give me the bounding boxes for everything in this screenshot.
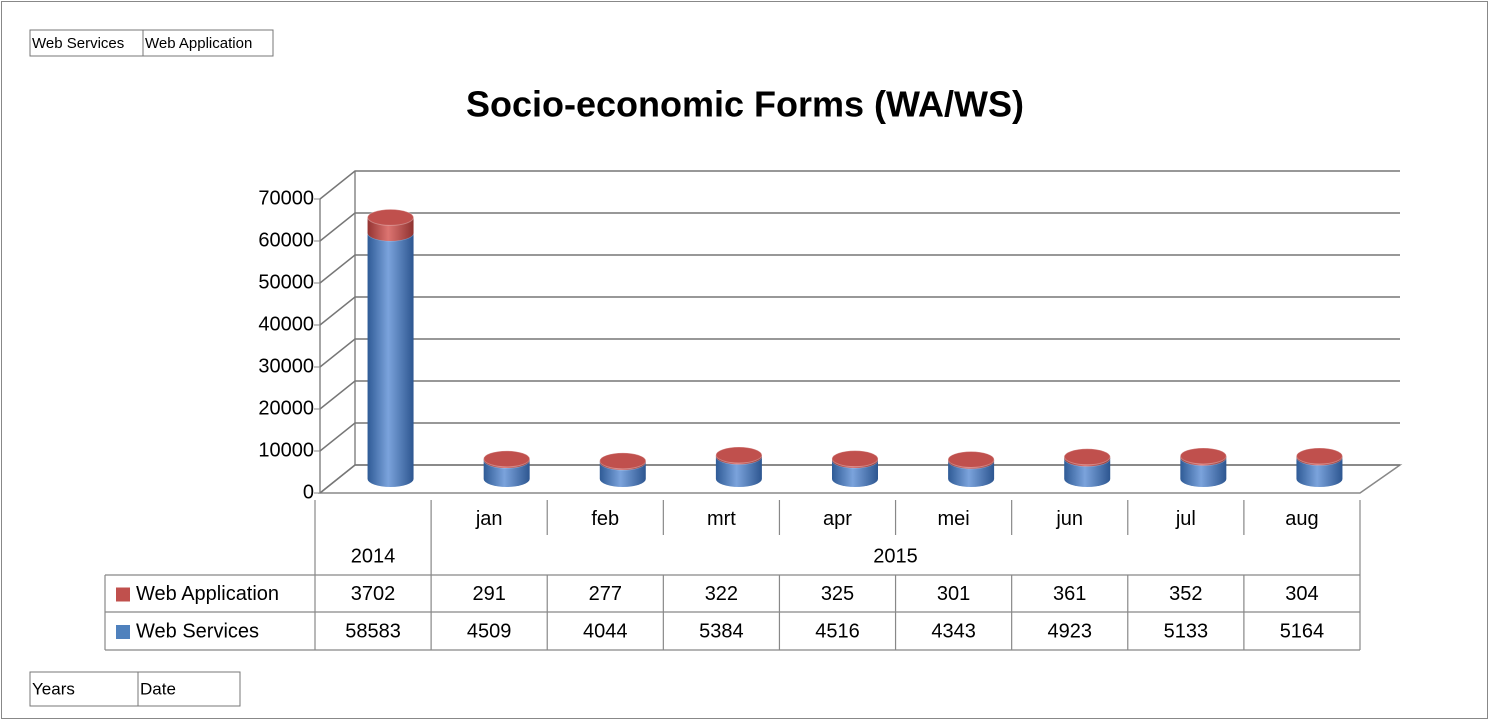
table-value: 325: [821, 583, 854, 605]
grid-line: [319, 212, 1400, 242]
category-label: mei: [937, 508, 969, 530]
y-tick-label: 20000: [258, 397, 314, 419]
category-label: jan: [475, 508, 503, 530]
chart-title: Socio-economic Forms (WA/WS): [466, 84, 1024, 125]
grid-line: [319, 170, 1400, 200]
table-value: 5164: [1280, 620, 1325, 642]
table-value: 5133: [1164, 620, 1209, 642]
cylinder-segment: [947, 450, 995, 469]
cylinder-segment: [715, 446, 763, 465]
field-button-label: Years: [32, 679, 75, 698]
cylinder-segment: [1063, 448, 1111, 467]
cylinder-top: [1179, 447, 1227, 465]
cylinder-top: [1295, 447, 1343, 465]
category-label: jun: [1055, 508, 1083, 530]
category-label: feb: [591, 508, 619, 530]
y-tick-label: 70000: [258, 187, 314, 209]
grid-line: [319, 380, 1400, 410]
table-value: 4516: [815, 620, 860, 642]
grid-line: [319, 464, 1400, 494]
group-label: 2014: [351, 545, 396, 567]
cylinder-body: [1180, 457, 1227, 487]
cylinder-top: [599, 452, 647, 470]
grid-line: [319, 296, 1400, 326]
field-button-label: Web Application: [145, 35, 252, 52]
group-label: 2015: [873, 545, 918, 567]
legend-key: [116, 625, 130, 639]
category-label: aug: [1285, 508, 1318, 530]
table-value: 3702: [351, 583, 396, 605]
table-value: 301: [937, 583, 970, 605]
table-value: 277: [589, 583, 622, 605]
cylinder-body: [715, 456, 762, 487]
table-value: 361: [1053, 583, 1086, 605]
field-button[interactable]: [137, 671, 241, 707]
cylinder-segment: [599, 452, 647, 471]
table-value: 4509: [467, 620, 512, 642]
y-tick-label: 40000: [258, 313, 314, 335]
cylinder-segment: [483, 450, 531, 469]
cylinder-top: [831, 450, 879, 468]
y-tick-label: 30000: [258, 355, 314, 377]
cylinder-segment: [367, 224, 415, 487]
table-value: 304: [1285, 583, 1318, 605]
table-value: 291: [472, 583, 505, 605]
legend-label: Web Services: [136, 620, 259, 642]
grid-line: [319, 254, 1400, 284]
y-tick-label: 0: [303, 481, 314, 503]
cylinder-segment: [1295, 447, 1343, 466]
field-button-label: Date: [140, 679, 176, 698]
category-label: mrt: [707, 508, 736, 530]
y-tick-label: 60000: [258, 229, 314, 251]
table-value: 322: [705, 583, 738, 605]
cylinder-top: [715, 446, 763, 464]
table-value: 352: [1169, 583, 1202, 605]
cylinder-body: [1064, 458, 1111, 487]
field-button[interactable]: [29, 29, 144, 57]
cylinder-top: [1063, 448, 1111, 466]
category-label: apr: [823, 508, 852, 530]
legend-label: Web Application: [136, 583, 279, 605]
table-value: 5384: [699, 620, 744, 642]
table-value: 4923: [1047, 620, 1092, 642]
cylinder-segment: [831, 450, 879, 469]
cylinder-segment: [1179, 447, 1227, 466]
grid-line: [319, 338, 1400, 368]
cylinder-body: [367, 232, 414, 487]
cylinder-top: [483, 450, 531, 468]
cylinder-segment: [367, 208, 415, 241]
category-label: jul: [1175, 508, 1196, 530]
table-value: 4044: [583, 620, 628, 642]
table-value: 58583: [345, 620, 401, 642]
table-value: 4343: [931, 620, 976, 642]
grid-line: [319, 422, 1400, 452]
legend-key: [116, 587, 130, 602]
cylinder-body: [1296, 457, 1343, 487]
cylinder-top: [367, 208, 415, 226]
field-button[interactable]: [142, 29, 274, 57]
field-button-label: Web Services: [32, 35, 124, 52]
y-tick-label: 50000: [258, 271, 314, 293]
cylinder-top: [947, 450, 995, 468]
y-tick-label: 10000: [258, 439, 314, 461]
